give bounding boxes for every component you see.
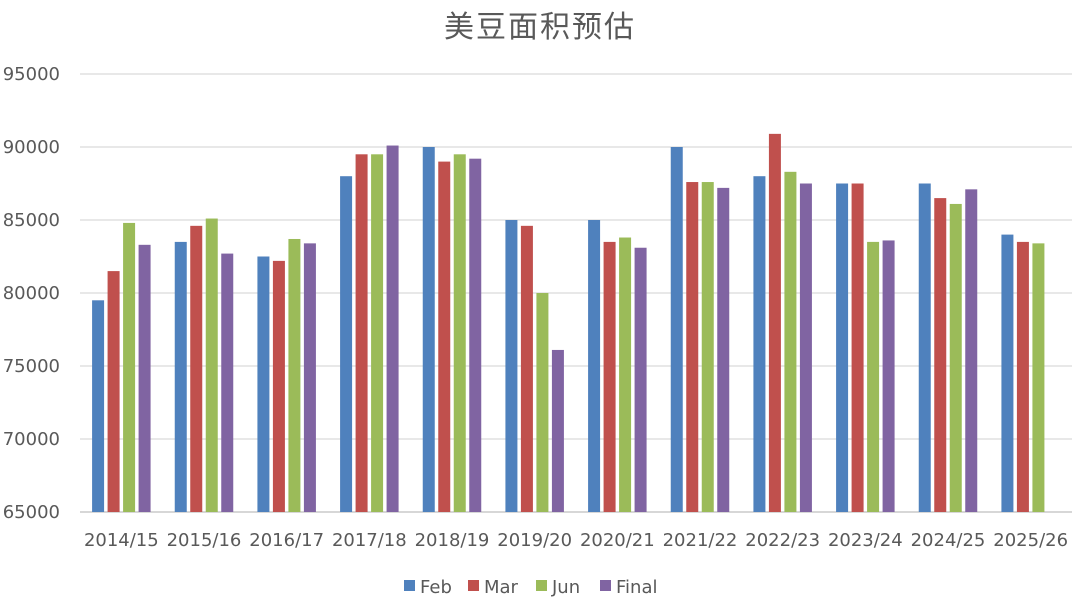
bar-feb-2025-26	[1001, 234, 1014, 512]
y-tick-label: 90000	[3, 137, 60, 158]
legend-label-final: Final	[616, 577, 657, 598]
y-tick-label: 80000	[3, 283, 60, 304]
x-tick-label: 2023/24	[828, 530, 903, 551]
bar-feb-2019-20	[505, 220, 518, 512]
bar-final-2014-15	[138, 244, 151, 512]
x-tick-label: 2018/19	[415, 530, 490, 551]
x-tick-label: 2019/20	[497, 530, 572, 551]
bar-jun-2018-19	[453, 154, 466, 513]
bar-feb-2015-16	[174, 241, 187, 512]
bar-feb-2021-22	[670, 147, 683, 512]
bar-mar-2014-15	[107, 271, 120, 512]
bar-mar-2015-16	[190, 225, 203, 512]
bar-feb-2016-17	[257, 256, 270, 512]
bar-final-2019-20	[551, 349, 564, 512]
legend-swatch-jun	[536, 580, 547, 591]
y-axis-ticks: 65000 70000 75000 80000 85000 90000 95000	[3, 64, 60, 523]
bar-mar-2017-18	[355, 154, 368, 513]
x-tick-label: 2020/21	[580, 530, 655, 551]
bar-mar-2016-17	[272, 260, 285, 512]
y-tick-label: 95000	[3, 64, 60, 85]
bar-mar-2023-24	[851, 183, 864, 512]
bar-final-2016-17	[303, 243, 316, 513]
bar-mar-2025-26	[1016, 241, 1029, 512]
x-tick-label: 2025/26	[993, 530, 1068, 551]
bar-final-2018-19	[469, 158, 482, 512]
bar-jun-2022-23	[784, 171, 797, 512]
bar-jun-2024-25	[949, 203, 962, 512]
bar-final-2023-24	[882, 240, 895, 512]
bar-mar-2022-23	[768, 133, 781, 513]
legend-swatch-final	[600, 580, 611, 591]
bar-jun-2015-16	[205, 218, 218, 513]
bar-feb-2023-24	[836, 183, 849, 512]
bar-mar-2021-22	[686, 182, 699, 513]
legend-swatch-mar	[468, 580, 479, 591]
x-tick-label: 2017/18	[332, 530, 407, 551]
bar-final-2015-16	[221, 253, 234, 512]
legend: Feb Mar Jun Final	[404, 577, 657, 598]
bar-jun-2025-26	[1032, 243, 1045, 513]
x-tick-label: 2022/23	[745, 530, 820, 551]
bar-mar-2018-19	[438, 161, 451, 512]
bar-jun-2016-17	[288, 238, 301, 513]
bar-jun-2021-22	[701, 182, 714, 513]
bar-feb-2017-18	[340, 176, 353, 512]
gridlines	[80, 73, 1072, 513]
y-tick-label: 70000	[3, 429, 60, 450]
y-tick-label: 75000	[3, 356, 60, 377]
bar-jun-2019-20	[536, 293, 549, 512]
bar-final-2017-18	[386, 145, 399, 513]
y-tick-label: 85000	[3, 210, 60, 231]
y-tick-label: 65000	[3, 502, 60, 523]
bar-feb-2018-19	[422, 147, 435, 512]
bar-final-2020-21	[634, 247, 647, 513]
x-tick-label: 2021/22	[663, 530, 738, 551]
bar-final-2024-25	[965, 189, 978, 512]
bar-mar-2020-21	[603, 241, 616, 512]
bar-final-2022-23	[799, 183, 812, 512]
x-axis-ticks: 2014/15 2015/16 2016/17 2017/18 2018/19 2019/…	[84, 530, 1068, 551]
bar-jun-2014-15	[123, 222, 136, 513]
x-tick-label: 2015/16	[167, 530, 242, 551]
bar-jun-2017-18	[371, 154, 384, 513]
bar-jun-2020-21	[619, 237, 632, 512]
bar-mar-2024-25	[934, 198, 947, 512]
bar-feb-2020-21	[588, 220, 601, 512]
bar-feb-2022-23	[753, 176, 766, 512]
bar-feb-2024-25	[918, 183, 931, 512]
bar-jun-2023-24	[867, 241, 880, 512]
legend-label-mar: Mar	[484, 577, 519, 598]
bars	[92, 133, 1045, 513]
x-tick-label: 2024/25	[911, 530, 986, 551]
chart-title: 美豆面积预估	[444, 10, 636, 45]
x-tick-label: 2014/15	[84, 530, 159, 551]
bar-final-2021-22	[717, 187, 730, 512]
legend-label-jun: Jun	[551, 577, 580, 598]
bar-feb-2014-15	[92, 300, 105, 512]
legend-swatch-feb	[404, 580, 415, 591]
bar-mar-2019-20	[520, 225, 533, 512]
x-tick-label: 2016/17	[249, 530, 324, 551]
legend-label-feb: Feb	[420, 577, 452, 598]
